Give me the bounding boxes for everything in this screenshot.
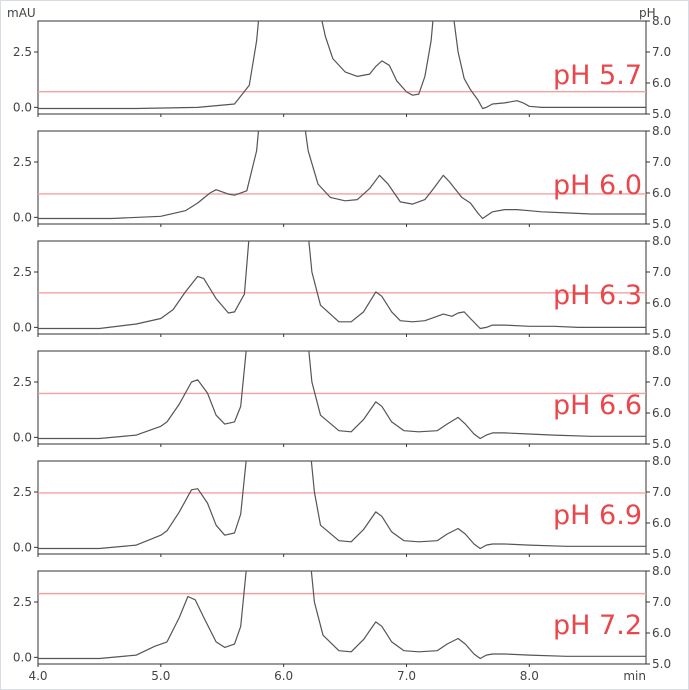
- panel-6: 0.0 2.5 5.0 6.0 7.0 8.0 pH 7.2: [13, 564, 671, 671]
- right-tick-label: 7.0: [652, 485, 671, 499]
- x-tick-label: 7.0: [397, 669, 416, 683]
- trace-line: [38, 351, 646, 440]
- ph-label: pH 6.9: [553, 500, 642, 531]
- panel-box: [37, 350, 647, 445]
- panel-box: [37, 240, 647, 335]
- left-tick-label: 0.0: [13, 650, 32, 664]
- right-tick-label: 8.0: [652, 234, 671, 248]
- left-tick-label: 2.5: [13, 265, 32, 279]
- right-tick-label: 5.0: [652, 547, 671, 561]
- panel-box: [37, 460, 647, 555]
- x-tick-label: 4.0: [28, 669, 47, 683]
- panel-1: 0.0 2.5 5.0 6.0 7.0 8.0 pH 5.7: [13, 14, 671, 121]
- ph-label: pH 6.6: [553, 390, 642, 421]
- panel-2: 0.0 2.5 5.0 6.0 7.0 8.0 pH 6.0: [13, 124, 671, 231]
- trace-line: [38, 241, 646, 330]
- right-tick-label: 7.0: [652, 45, 671, 59]
- panel-box: [37, 570, 647, 665]
- trace-line: [38, 131, 646, 220]
- right-tick-label: 5.0: [652, 327, 671, 341]
- left-tick-label: 2.5: [13, 45, 32, 59]
- ph-label: pH 6.0: [553, 170, 642, 201]
- right-tick-label: 6.0: [652, 516, 671, 530]
- right-tick-label: 8.0: [652, 564, 671, 578]
- x-tick-label: 5.0: [151, 669, 170, 683]
- ph-label: pH 5.7: [553, 60, 642, 91]
- right-tick-label: 7.0: [652, 265, 671, 279]
- right-tick-label: 8.0: [652, 344, 671, 358]
- panel-5: 0.0 2.5 5.0 6.0 7.0 8.0 pH 6.9: [13, 454, 671, 561]
- panel-box: [37, 20, 647, 115]
- panel-3: 0.0 2.5 5.0 6.0 7.0 8.0 pH 6.3: [13, 234, 671, 341]
- left-tick-label: 2.5: [13, 595, 32, 609]
- right-tick-label: 6.0: [652, 626, 671, 640]
- trace-line: [38, 21, 646, 110]
- panel-box: [37, 130, 647, 225]
- right-tick-label: 7.0: [652, 155, 671, 169]
- left-tick-label: 2.5: [13, 155, 32, 169]
- right-tick-label: 5.0: [652, 657, 671, 671]
- right-tick-label: 8.0: [652, 14, 671, 28]
- right-tick-label: 6.0: [652, 406, 671, 420]
- ph-label: pH 7.2: [553, 610, 642, 641]
- x-tick-label: 6.0: [274, 669, 293, 683]
- left-tick-label: 0.0: [13, 430, 32, 444]
- right-tick-label: 7.0: [652, 375, 671, 389]
- left-tick-label: 2.5: [13, 485, 32, 499]
- trace-line: [38, 461, 646, 550]
- right-tick-label: 5.0: [652, 437, 671, 451]
- left-tick-label: 2.5: [13, 375, 32, 389]
- left-axis-unit: mAU: [7, 6, 36, 20]
- right-tick-label: 5.0: [652, 107, 671, 121]
- right-tick-label: 6.0: [652, 296, 671, 310]
- left-tick-label: 0.0: [13, 210, 32, 224]
- right-tick-label: 5.0: [652, 217, 671, 231]
- x-axis-unit: min: [623, 669, 646, 683]
- right-axis-unit: pH: [639, 6, 656, 20]
- right-tick-label: 6.0: [652, 186, 671, 200]
- right-tick-label: 8.0: [652, 454, 671, 468]
- trace-line: [38, 571, 646, 660]
- right-tick-label: 8.0: [652, 124, 671, 138]
- panels-group: 0.0 2.5 5.0 6.0 7.0 8.0 pH 5.7 0.0 2.5 5.0 6.0 7.0 8…: [13, 14, 671, 671]
- panel-4: 0.0 2.5 5.0 6.0 7.0 8.0 pH 6.6: [13, 344, 671, 451]
- left-tick-label: 0.0: [13, 540, 32, 554]
- left-tick-label: 0.0: [13, 100, 32, 114]
- x-tick-label: 8.0: [520, 669, 539, 683]
- x-axis: 4.0 5.0 6.0 7.0 8.0 min: [28, 669, 646, 683]
- left-tick-label: 0.0: [13, 320, 32, 334]
- right-tick-label: 7.0: [652, 595, 671, 609]
- right-tick-label: 6.0: [652, 76, 671, 90]
- ph-label: pH 6.3: [553, 280, 642, 311]
